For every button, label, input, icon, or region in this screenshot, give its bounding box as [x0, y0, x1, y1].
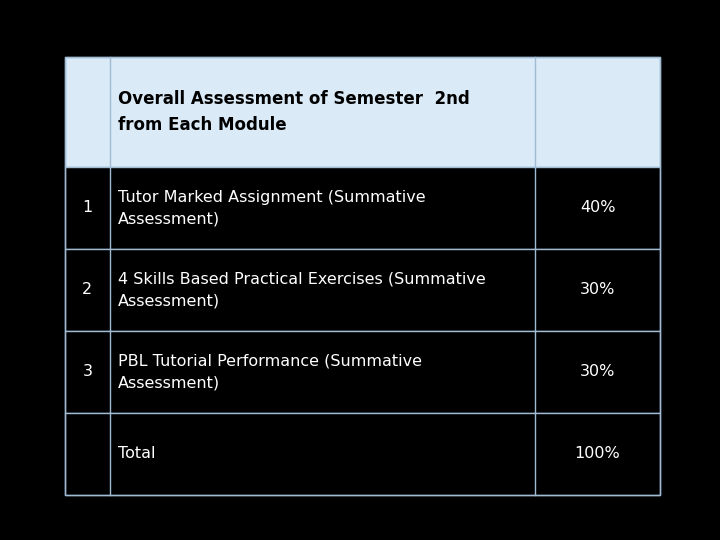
- Text: 30%: 30%: [580, 364, 615, 380]
- Bar: [65, 413, 660, 495]
- Bar: [65, 167, 660, 249]
- Bar: [65, 57, 660, 495]
- Text: 2: 2: [82, 282, 92, 298]
- Bar: [65, 331, 660, 413]
- Text: Overall Assessment of Semester  2nd
from Each Module: Overall Assessment of Semester 2nd from …: [117, 91, 469, 133]
- Bar: [65, 249, 660, 331]
- Text: 3: 3: [82, 364, 92, 380]
- Text: 40%: 40%: [580, 200, 616, 215]
- Text: Total: Total: [117, 447, 155, 462]
- Text: 100%: 100%: [575, 447, 621, 462]
- Text: PBL Tutorial Performance (Summative
Assessment): PBL Tutorial Performance (Summative Asse…: [117, 354, 422, 390]
- Text: 30%: 30%: [580, 282, 615, 298]
- Text: Tutor Marked Assignment (Summative
Assessment): Tutor Marked Assignment (Summative Asses…: [117, 190, 426, 226]
- Text: 4 Skills Based Practical Exercises (Summative
Assessment): 4 Skills Based Practical Exercises (Summ…: [117, 272, 485, 308]
- Bar: [65, 57, 660, 167]
- Text: 1: 1: [82, 200, 92, 215]
